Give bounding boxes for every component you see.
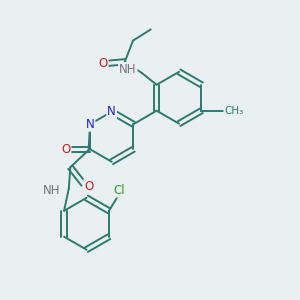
Text: CH₃: CH₃ xyxy=(224,106,243,116)
Text: O: O xyxy=(84,180,94,193)
Text: O: O xyxy=(61,143,70,156)
Text: NH: NH xyxy=(119,63,136,76)
Text: N: N xyxy=(86,118,94,131)
Text: N: N xyxy=(107,105,116,118)
Text: O: O xyxy=(98,57,108,70)
Text: Cl: Cl xyxy=(113,184,125,197)
Text: NH: NH xyxy=(43,184,61,197)
